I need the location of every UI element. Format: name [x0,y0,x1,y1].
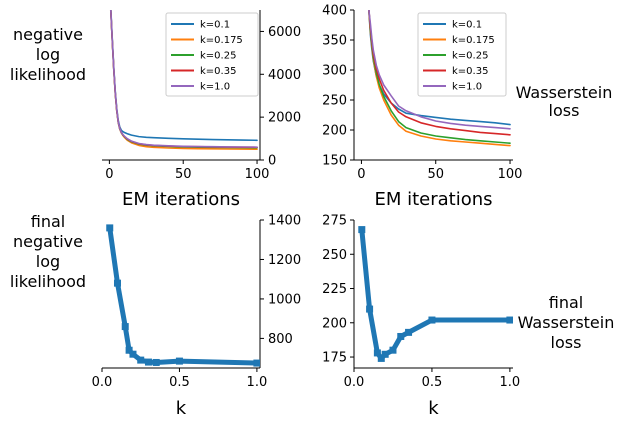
y-tick-label: 1000 [268,292,301,307]
data-point [253,359,260,367]
y-tick-label: 225 [322,282,347,297]
series-line-final NLL [107,225,260,366]
data-point [389,346,397,354]
data-point [121,323,129,331]
legend: k=0.1 k=0.175 k=0.25 k=0.35 k=1.0 [165,12,259,97]
y-tick-label: 300 [322,64,347,79]
data-point [506,316,513,324]
y-tick-label: 275 [322,214,347,229]
y-tick-label: 4000 [268,68,301,83]
series-line-k=1.0 [110,10,258,148]
x-tick-label: 100 [245,167,270,182]
x-axis-label: k [428,398,439,417]
data-point [125,346,133,354]
y-tick-label: 0 [268,154,276,169]
legend-label: k=0.35 [452,66,488,77]
y-tick-label: 200 [322,124,347,139]
legend-label: k=0.1 [452,20,482,31]
legend-label: k=0.1 [200,20,230,31]
data-point [129,350,137,358]
y-axis-label-line: log [36,252,60,271]
x-tick-label: 100 [498,167,523,182]
x-axis-label: EM iterations [374,189,492,210]
x-tick-label: 1.0 [247,375,268,390]
legend: k=0.1 k=0.175 k=0.25 k=0.35 k=1.0 [417,12,507,97]
data-point [106,224,114,232]
y-axis-label-line: final [549,293,583,312]
y-tick-label: 150 [322,154,347,169]
data-point [381,350,389,358]
x-tick-label: 0.5 [422,375,443,390]
y-axis-label-line: Wasserstein [518,313,615,332]
y-tick-label: 2000 [268,111,301,126]
data-point [113,279,121,287]
x-tick-label: 1.0 [500,375,521,390]
plot-area [106,224,260,367]
y-tick-label: 175 [322,351,347,366]
y-axis-label-line: likelihood [10,65,86,84]
plot-area [368,10,511,147]
y-tick-label: 200 [322,316,347,331]
y-tick-label: 350 [322,34,347,49]
y-tick-label: 6000 [268,25,301,40]
legend-label: k=0.175 [452,35,495,46]
y-tick-label: 250 [322,94,347,109]
data-point [428,316,436,324]
data-point [137,356,145,364]
y-axis-label-line: loss [551,333,582,352]
data-point [144,358,152,366]
x-axis-label: k [176,398,187,417]
series-line-final Wasserstein [359,227,513,361]
legend-label: k=0.25 [452,51,488,62]
chart-panel-2: 0 50 100 150 200 250 300 350 400 EM iterations Was… [322,4,612,211]
chart-panel-3: 0.0 0.5 1.0 800 1000 1200 1400 k finalnegativelo… [10,212,301,419]
data-point [377,354,385,362]
series-line-k=1.0 [368,10,511,130]
legend-label: k=1.0 [452,82,482,93]
legend-frame [417,12,507,97]
data-point [405,328,413,336]
x-tick-label: 0 [105,167,113,182]
legend-label: k=0.25 [200,51,236,62]
y-tick-label: 1200 [268,253,301,268]
x-tick-label: 50 [427,167,444,182]
data-point [152,358,160,366]
y-axis-label-line: negative [13,232,83,251]
data-point [397,332,405,340]
y-axis-label-line: negative [13,25,83,44]
plot-area [358,226,513,362]
plot-area [109,10,258,150]
legend-label: k=0.35 [200,66,236,77]
y-tick-label: 250 [322,248,347,263]
y-tick-label: 1400 [268,214,301,229]
y-tick-label: 800 [268,332,293,347]
x-tick-label: 0 [357,167,365,182]
data-point [366,305,374,313]
y-axis-label-line: log [36,45,60,64]
y-axis-label-line: loss [549,101,580,120]
data-point [358,226,366,234]
x-tick-label: 0.5 [169,375,190,390]
y-axis-label-line: final [31,212,65,231]
x-tick-label: 0.0 [344,375,365,390]
y-axis-label-line: likelihood [10,272,86,291]
x-axis-label: EM iterations [122,189,240,210]
legend-label: k=1.0 [200,82,230,93]
data-point [175,357,183,365]
legend-frame [165,12,259,97]
data-point [373,349,381,357]
y-tick-label: 400 [322,4,347,19]
legend-label: k=0.175 [200,35,243,46]
x-tick-label: 0.0 [92,375,113,390]
y-axis-label-line: Wasserstein [516,83,613,102]
x-tick-label: 50 [175,167,192,182]
chart-panel-4: 0.0 0.5 1.0 175 200 225 250 275 k finalWasserstei… [322,214,615,420]
